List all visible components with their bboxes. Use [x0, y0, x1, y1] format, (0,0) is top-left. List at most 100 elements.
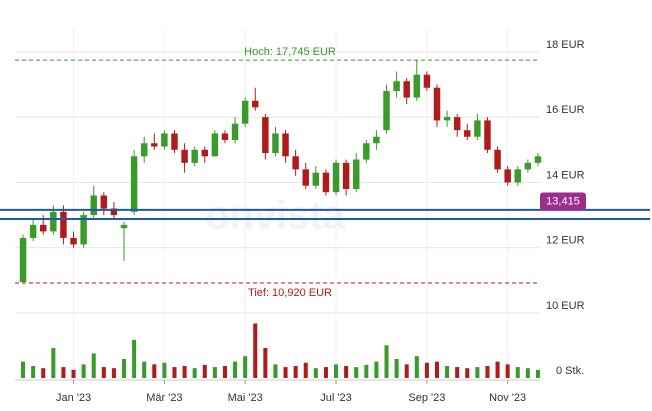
- candle-body: [423, 74, 431, 88]
- y-tick-label: 14 EUR: [546, 169, 585, 181]
- x-tick-label: Mai '23: [228, 392, 263, 404]
- volume-bar: [192, 368, 197, 378]
- candle-body: [211, 133, 219, 157]
- volume-bar: [202, 364, 207, 378]
- candle-body: [60, 211, 67, 238]
- candle-body: [50, 211, 57, 232]
- volume-bar: [303, 362, 308, 378]
- candle-body: [352, 159, 360, 189]
- volume-bar: [344, 366, 349, 378]
- last-price-label: 13,415: [546, 195, 580, 207]
- candle-body: [474, 120, 481, 137]
- volume-bar: [51, 348, 56, 378]
- x-tick-label: Jul '23: [320, 392, 351, 404]
- volume-bar: [132, 339, 137, 378]
- volume-bar: [354, 367, 359, 378]
- candle-body: [40, 224, 47, 232]
- candle-body: [494, 149, 501, 170]
- candle-body: [231, 123, 239, 140]
- candle-body: [393, 81, 400, 92]
- x-tick-label: Sep '23: [408, 392, 445, 404]
- volume-bar: [515, 367, 520, 378]
- candle-body: [342, 162, 350, 189]
- y-tick-label: 18 EUR: [546, 39, 585, 51]
- candle-body: [484, 120, 491, 150]
- candle-body: [383, 91, 390, 131]
- candle-body: [262, 117, 269, 154]
- volume-bar: [364, 364, 369, 378]
- volume-bar: [121, 358, 127, 378]
- volume-bar: [31, 366, 36, 378]
- low-line-label: Tief: 10,920 EUR: [248, 287, 332, 299]
- volume-bar: [455, 367, 460, 378]
- last-price-marker: [540, 192, 586, 211]
- volume-bar: [253, 323, 258, 378]
- x-tick-label: Nov '23: [489, 392, 526, 404]
- volume-bar: [334, 364, 339, 378]
- candle-body: [322, 172, 330, 193]
- volume-tick-label: 0 Stk.: [556, 365, 584, 377]
- x-tick-label: Mär '23: [146, 392, 182, 404]
- volume-bar: [212, 367, 217, 378]
- candle-body: [19, 237, 27, 282]
- y-tick-label: 12 EUR: [546, 235, 585, 247]
- candle-body: [514, 169, 521, 183]
- candle-body: [221, 133, 229, 140]
- volume-bar: [41, 368, 46, 378]
- candle-body: [80, 215, 87, 245]
- candle-body: [241, 100, 249, 124]
- volume-bar: [445, 366, 450, 378]
- volume-bar: [243, 356, 248, 378]
- candle-body: [413, 74, 421, 98]
- volume-bar: [283, 367, 288, 378]
- candle-body: [403, 81, 410, 98]
- volume-bar: [233, 361, 238, 378]
- volume-bar: [71, 369, 76, 378]
- volume-bar: [21, 361, 26, 378]
- volume-bar: [414, 356, 419, 378]
- volume-bar: [384, 345, 389, 378]
- candle-body: [70, 237, 77, 245]
- candle-body: [534, 156, 542, 163]
- candle-body: [302, 169, 309, 186]
- candle-body: [312, 172, 320, 186]
- candle-body: [453, 117, 461, 131]
- candle-body: [100, 195, 108, 209]
- candle-body: [363, 143, 370, 160]
- volume-bar: [263, 348, 268, 378]
- volume-bar: [152, 364, 157, 378]
- candle-body: [29, 224, 37, 238]
- candle-body: [292, 156, 299, 170]
- volume-bar: [222, 366, 227, 378]
- candle-body: [373, 136, 380, 144]
- volume-bar: [505, 364, 510, 378]
- volume-bar: [535, 369, 540, 378]
- volume-bar: [495, 361, 500, 378]
- candle-body: [191, 149, 198, 163]
- volume-bar: [485, 366, 490, 378]
- candle-body: [433, 87, 441, 121]
- candle-body: [252, 100, 259, 108]
- candle-body: [181, 149, 188, 163]
- y-tick-label: 16 EUR: [546, 104, 585, 116]
- y-tick-label: 10 EUR: [546, 300, 585, 312]
- volume-bar: [162, 362, 167, 378]
- candle-body: [120, 224, 128, 229]
- candle-body: [282, 133, 289, 157]
- volume-bar: [81, 364, 86, 378]
- volume-bar: [61, 367, 66, 378]
- x-tick-label: Jan '23: [56, 392, 91, 404]
- candle-body: [464, 130, 471, 137]
- candle-body: [110, 208, 118, 216]
- volume-bar: [172, 367, 177, 378]
- high-line-label: Hoch: 17,745 EUR: [244, 46, 336, 58]
- volume-bar: [101, 367, 106, 378]
- volume-bar: [404, 364, 409, 378]
- volume-bar: [424, 362, 429, 378]
- candle-body: [90, 195, 97, 216]
- volume-bar: [293, 366, 298, 378]
- volume-bar: [394, 358, 399, 378]
- volume-bar: [525, 368, 530, 378]
- volume-bar: [465, 368, 470, 378]
